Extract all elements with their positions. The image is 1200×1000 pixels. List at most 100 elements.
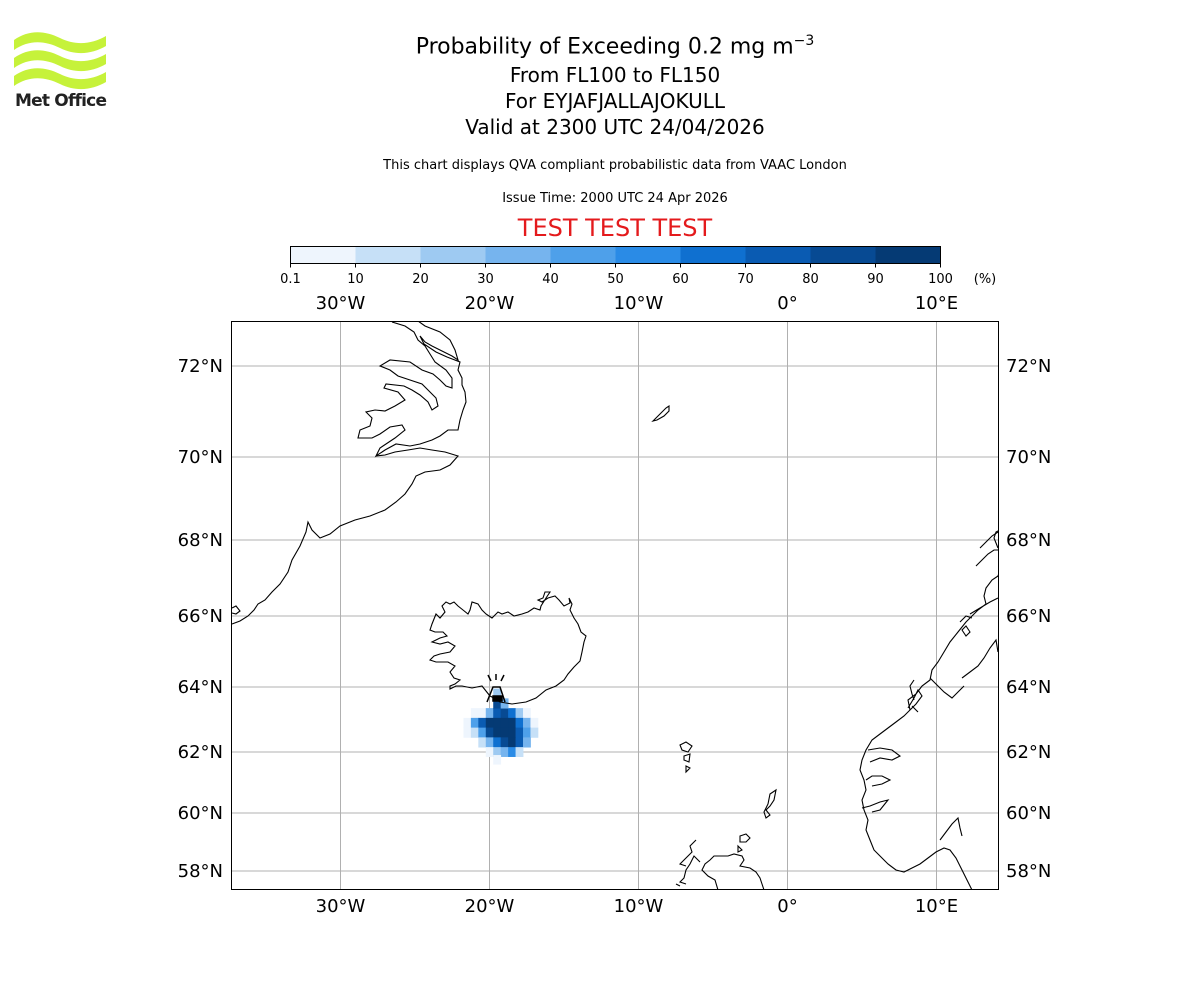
longitude-label: 30°W	[316, 293, 366, 314]
graticule	[231, 321, 999, 890]
coastlines	[231, 321, 999, 890]
colorbar-unit: (%)	[974, 272, 997, 287]
longitude-label: 10°E	[915, 896, 958, 917]
colorbar-swatch	[680, 246, 746, 264]
latitude-label: 72°N	[1006, 356, 1051, 377]
coastline-iceland	[428, 591, 587, 705]
latitude-label: 66°N	[178, 606, 223, 627]
ash-cell	[470, 708, 479, 719]
latitude-label: 66°N	[1006, 606, 1051, 627]
ash-cell	[485, 747, 494, 757]
ash-cell	[470, 727, 479, 738]
ash-cell	[500, 747, 509, 757]
ash-cell	[485, 727, 494, 738]
ash-cell	[463, 717, 472, 729]
colorbar-tick-label: 50	[607, 272, 624, 287]
colorbar-swatch	[875, 246, 941, 264]
colorbar-tick-label: 10	[347, 272, 364, 287]
ash-cell	[508, 717, 516, 729]
ash-cell	[515, 717, 524, 729]
coastline-orkney	[737, 833, 751, 853]
longitude-label: 10°E	[915, 293, 958, 314]
latitude-label: 72°N	[178, 356, 223, 377]
colorbar-swatch	[485, 246, 551, 264]
issue-time: Issue Time: 2000 UTC 24 Apr 2026	[502, 191, 728, 206]
colorbar-swatch	[810, 246, 876, 264]
latitude-label: 70°N	[178, 447, 223, 468]
title-exponent: −3	[793, 33, 815, 49]
ash-cell	[478, 737, 487, 748]
latitude-label: 64°N	[1006, 677, 1051, 698]
longitude-label: 30°W	[316, 896, 366, 917]
ash-cell	[493, 755, 502, 765]
coastline-scotland	[675, 839, 765, 890]
colorbar-tick-label: 20	[412, 272, 429, 287]
map-panel: 30°W 30°W 20°W 20°W 10°W 10°W 0° 0° 10°E 10°E 72°…	[178, 293, 1052, 917]
longitude-label: 20°W	[465, 896, 515, 917]
ash-cell	[463, 727, 472, 738]
colorbar-tick-label: 100	[928, 272, 953, 287]
latitude-label: 68°N	[178, 530, 223, 551]
colorbar-tick-label: 40	[542, 272, 559, 287]
ash-cell	[508, 737, 516, 748]
ash-cell	[508, 727, 516, 738]
latitude-label: 60°N	[1006, 803, 1051, 824]
colorbar-tick-label: 70	[737, 272, 754, 287]
ash-cell	[508, 747, 516, 757]
ash-cell	[470, 717, 479, 729]
ash-cell	[493, 727, 502, 738]
ash-cell	[478, 717, 487, 729]
longitude-label: 10°W	[614, 896, 664, 917]
level-range: From FL100 to FL150	[509, 63, 721, 88]
ash-cell	[515, 727, 524, 738]
chart-description: This chart displays QVA compliant probab…	[383, 158, 847, 173]
met-office-logo	[14, 32, 106, 90]
logo-waves-icon	[14, 32, 106, 90]
ash-cell	[523, 717, 531, 729]
ash-cell	[493, 737, 502, 748]
volcano-name: For EYJAFJALLAJOKULL	[505, 89, 725, 114]
ash-cell	[500, 708, 509, 719]
ash-cell	[493, 717, 502, 729]
latitude-label: 68°N	[1006, 530, 1051, 551]
latitude-label: 64°N	[178, 677, 223, 698]
longitude-label: 0°	[777, 293, 797, 314]
map-frame	[231, 321, 999, 890]
colorbar-tick-label: 80	[802, 272, 819, 287]
colorbar-swatch	[420, 246, 486, 264]
chart-title: Probability of Exceeding 0.2 mg m−3	[0, 26, 1200, 62]
ash-cell	[478, 727, 487, 738]
latitude-label: 58°N	[178, 861, 223, 882]
colorbar-swatch	[550, 246, 616, 264]
ash-cell	[508, 708, 516, 719]
colorbar-tick-label: 60	[672, 272, 689, 287]
latitude-label: 70°N	[1006, 447, 1051, 468]
ash-cell	[515, 747, 524, 757]
ash-cell	[493, 747, 502, 757]
ash-cell	[485, 737, 494, 748]
colorbar-swatch	[745, 246, 811, 264]
latitude-labels: 72°N 72°N 70°N 70°N 68°N 68°N 66°N 66°N 64°N 64°N…	[178, 356, 1052, 882]
ash-cell	[523, 727, 531, 738]
latitude-label: 60°N	[178, 803, 223, 824]
colorbar-swatch	[290, 246, 356, 264]
latitude-label: 62°N	[1006, 742, 1051, 763]
ash-cell	[500, 737, 509, 748]
coastline-jan-mayen	[651, 404, 670, 423]
valid-time: Valid at 2300 UTC 24/04/2026	[465, 115, 765, 140]
colorbar-tick-label: 90	[867, 272, 884, 287]
ash-cell	[515, 708, 524, 719]
longitude-label: 0°	[777, 896, 797, 917]
ash-cell	[523, 708, 531, 719]
coastline-shetland	[763, 788, 777, 819]
coastline-norway	[859, 531, 999, 890]
chart-title-block: Probability of Exceeding 0.2 mg m−3 From…	[0, 26, 1200, 140]
longitude-labels: 30°W 30°W 20°W 20°W 10°W 10°W 0° 0° 10°E 10°E	[316, 293, 958, 917]
ash-cell	[493, 688, 502, 699]
latitude-label: 58°N	[1006, 861, 1051, 882]
test-banner: TEST TEST TEST	[517, 214, 713, 242]
ash-cell	[478, 708, 487, 719]
colorbar-swatch	[615, 246, 681, 264]
ash-cell	[485, 717, 494, 729]
ash-cell	[500, 727, 509, 738]
